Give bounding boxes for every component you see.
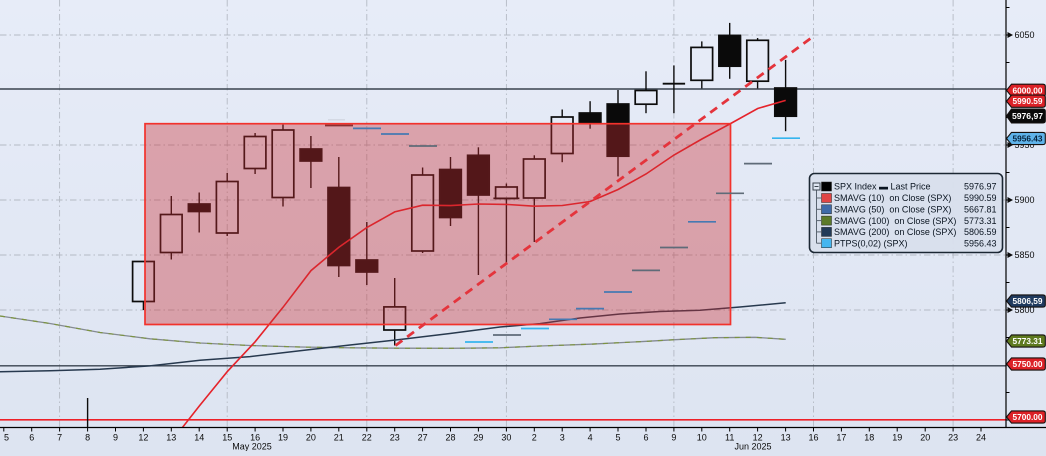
svg-text:7: 7 xyxy=(57,433,62,443)
svg-text:29: 29 xyxy=(473,433,483,443)
svg-text:9: 9 xyxy=(671,433,676,443)
svg-text:5700.00: 5700.00 xyxy=(1013,412,1043,422)
svg-text:5976.97: 5976.97 xyxy=(964,182,997,192)
svg-text:5773.31: 5773.31 xyxy=(964,216,997,226)
svg-text:May 2025: May 2025 xyxy=(232,442,272,452)
svg-text:Jun 2025: Jun 2025 xyxy=(734,442,771,452)
svg-text:13: 13 xyxy=(166,433,176,443)
svg-text:30: 30 xyxy=(501,433,511,443)
svg-text:18: 18 xyxy=(864,433,874,443)
svg-text:8: 8 xyxy=(85,433,90,443)
svg-text:22: 22 xyxy=(362,433,372,443)
svg-text:SMAVG (50) on Close (SPX): SMAVG (50) on Close (SPX) xyxy=(834,205,951,215)
svg-text:5806,59: 5806,59 xyxy=(1013,296,1043,306)
svg-text:27: 27 xyxy=(418,433,428,443)
svg-text:5990.59: 5990.59 xyxy=(964,193,997,203)
svg-text:5950: 5950 xyxy=(1015,140,1035,150)
svg-text:6050: 6050 xyxy=(1015,30,1035,40)
svg-text:5990.59: 5990.59 xyxy=(1013,96,1043,106)
svg-text:24: 24 xyxy=(976,433,986,443)
svg-text:12: 12 xyxy=(138,433,148,443)
svg-text:6: 6 xyxy=(29,433,34,443)
svg-text:16: 16 xyxy=(250,433,260,443)
svg-text:13: 13 xyxy=(781,433,791,443)
svg-text:5: 5 xyxy=(4,433,9,443)
svg-text:16: 16 xyxy=(808,433,818,443)
svg-text:SMAVG (200) on Close (SPX): SMAVG (200) on Close (SPX) xyxy=(834,227,956,237)
svg-text:14: 14 xyxy=(194,433,204,443)
svg-text:PTPS(0,02) (SPX): PTPS(0,02) (SPX) xyxy=(834,238,908,248)
svg-text:6: 6 xyxy=(643,433,648,443)
svg-text:5850: 5850 xyxy=(1015,250,1035,260)
svg-text:17: 17 xyxy=(836,433,846,443)
svg-text:10: 10 xyxy=(697,433,707,443)
svg-text:SMAVG (100) on Close (SPX): SMAVG (100) on Close (SPX) xyxy=(834,216,956,226)
svg-text:5750.00: 5750.00 xyxy=(1013,359,1043,369)
svg-text:5800: 5800 xyxy=(1015,305,1035,315)
svg-text:4: 4 xyxy=(588,433,593,443)
svg-text:15: 15 xyxy=(222,433,232,443)
svg-text:6000,00: 6000,00 xyxy=(1013,85,1043,95)
svg-text:12: 12 xyxy=(753,433,763,443)
svg-text:5956.43: 5956.43 xyxy=(964,238,997,248)
svg-text:21: 21 xyxy=(334,433,344,443)
svg-text:SPX Index ▬ Last Price: SPX Index ▬ Last Price xyxy=(834,182,931,192)
svg-text:11: 11 xyxy=(725,433,734,443)
svg-text:5976,97: 5976,97 xyxy=(1012,111,1043,121)
svg-text:28: 28 xyxy=(445,433,455,443)
svg-text:5900: 5900 xyxy=(1015,195,1035,205)
svg-text:20: 20 xyxy=(920,433,930,443)
svg-text:SMAVG (10) on Close (SPX): SMAVG (10) on Close (SPX) xyxy=(834,193,951,203)
svg-text:5: 5 xyxy=(615,433,620,443)
svg-text:9: 9 xyxy=(113,433,118,443)
svg-text:3: 3 xyxy=(560,433,565,443)
svg-text:5956.43: 5956.43 xyxy=(1013,134,1043,144)
svg-text:19: 19 xyxy=(892,433,902,443)
svg-text:20: 20 xyxy=(306,433,316,443)
svg-text:5806.59: 5806.59 xyxy=(964,227,997,237)
svg-text:5773.31: 5773.31 xyxy=(1013,336,1043,346)
svg-text:2: 2 xyxy=(532,433,537,443)
svg-text:23: 23 xyxy=(948,433,958,443)
svg-text:23: 23 xyxy=(390,433,400,443)
svg-text:5667.81: 5667.81 xyxy=(964,205,997,215)
svg-text:19: 19 xyxy=(278,433,288,443)
